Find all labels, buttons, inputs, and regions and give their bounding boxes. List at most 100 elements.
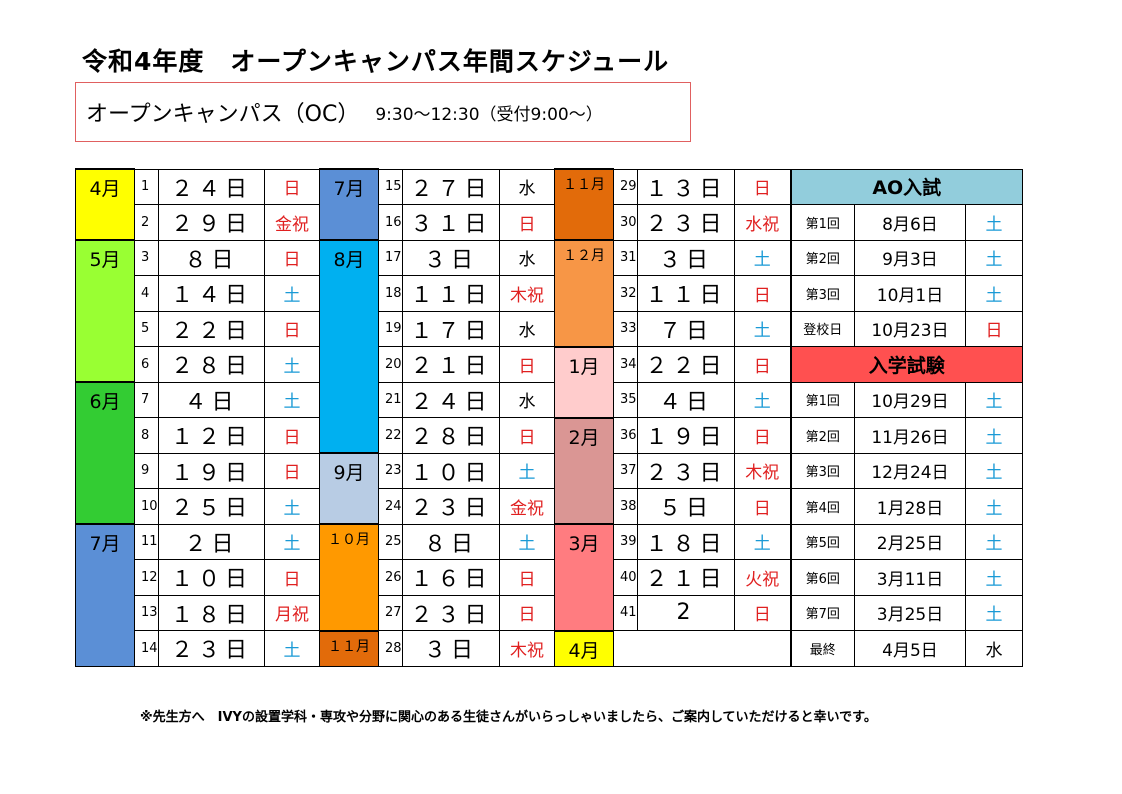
session-number: 27 (378, 594, 403, 631)
session-number: 6 (134, 346, 159, 383)
ao-date: 10月23日 (854, 310, 966, 347)
session-day: 水 (499, 239, 555, 276)
session-date: １９日 (637, 417, 735, 454)
exam-date: 3月25日 (854, 594, 966, 631)
session-day: 日 (264, 417, 320, 454)
session-number: 8 (134, 417, 159, 454)
session-day: 日 (734, 275, 792, 312)
session-date: ２８日 (402, 417, 500, 454)
session-day: 木祝 (734, 452, 792, 489)
session-number: 2 (134, 204, 159, 241)
session-day: 日 (734, 488, 792, 525)
page-title: 令和4年度 オープンキャンパス年間スケジュール (82, 47, 670, 76)
month-cell: １２月 (554, 239, 614, 347)
session-number: 40 (613, 559, 638, 596)
session-number: 15 (378, 168, 403, 205)
session-date: １４日 (158, 275, 265, 312)
ao-day: 日 (965, 310, 1023, 347)
session-day: 土 (734, 381, 792, 418)
month-cell: 8月 (319, 239, 379, 454)
session-day: 日 (734, 594, 792, 631)
session-day: 土 (734, 523, 792, 560)
exam-day: 土 (965, 417, 1023, 454)
oc-label: オープンキャンパス（OC） (86, 102, 360, 127)
session-date: ２１日 (637, 559, 735, 596)
session-day: 土 (264, 523, 320, 560)
exam-day: 土 (965, 523, 1023, 560)
exam-round-label: 最終 (790, 630, 855, 667)
schedule-row: 2 ２９日 金祝 16 ３１日日 30 ２３日 水祝 第1回 8月6日土 (76, 204, 1023, 241)
session-day: 日 (264, 452, 320, 489)
session-number: 31 (613, 239, 638, 276)
schedule-body: 4月 1 ２４日日 7月 15 ２７日水 １１月 29 １３日日 AO入試 2 ２９日 金祝 16 ３１日日… (75, 168, 1023, 667)
session-date: ２７日 (402, 168, 500, 205)
exam-round-label: 第5回 (790, 523, 855, 560)
session-day: 日 (499, 346, 555, 383)
empty-cell (613, 630, 792, 667)
exam-round-label: 第4回 (790, 488, 855, 525)
session-day: 水 (499, 381, 555, 418)
schedule-row: 7月 11 ２日土 １０月 25 ８日土 3月 39 １８日土第5回 2月25日土 (75, 523, 1023, 667)
schedule-row: 14 ２３日土 １１月 28 ３日 木祝 4月 最終 4月5日水 (76, 629, 1023, 667)
session-date: ２日 (158, 523, 265, 560)
month-cell: 5月 (75, 239, 135, 383)
ao-round-label: 第1回 (790, 204, 855, 241)
session-day: 日 (264, 559, 320, 596)
schedule-row: 5月 3 ８日日 8月 17 ３日水 １２月 31 ３日土第2回 9月3日土 (75, 239, 1023, 454)
exam-date: 1月28日 (854, 488, 966, 525)
session-number: 18 (378, 275, 403, 312)
session-date: １２日 (158, 417, 265, 454)
session-day: 土 (499, 523, 555, 560)
session-number: 13 (134, 594, 159, 631)
session-date: ２２日 (158, 310, 265, 347)
session-date: ２５日 (158, 488, 265, 525)
session-date: ７日 (637, 310, 735, 347)
schedule-row: 4 １４日土 18 １１日 木祝 32 １１日日第3回 10月1日土 (76, 275, 1023, 312)
session-day: 土 (734, 239, 792, 276)
session-number: 20 (378, 346, 403, 383)
exam-day: 土 (965, 381, 1023, 418)
month-cell: １１月 (554, 168, 614, 241)
session-number: 36 (613, 417, 638, 454)
session-day: 土 (499, 452, 555, 489)
schedule-row: 12 １０日日 26 １６日日 40 ２１日 火祝 第6回 3月11日土 (76, 559, 1023, 596)
session-number: 24 (378, 488, 403, 525)
month-cell: １０月 (319, 523, 379, 631)
schedule-row: 10 ２５日土 24 ２３日 金祝 38 ５日日第4回 1月28日土 (76, 488, 1023, 525)
month-cell: 7月 (319, 168, 379, 241)
exam-round-label: 第1回 (790, 381, 855, 418)
ao-round-label: 第3回 (790, 275, 855, 312)
session-number: 14 (134, 630, 159, 667)
session-day: 火祝 (734, 559, 792, 596)
session-number: 19 (378, 310, 403, 347)
session-number: 26 (378, 559, 403, 596)
session-number: 37 (613, 452, 638, 489)
session-day: 日 (734, 168, 792, 205)
session-day: 金祝 (499, 488, 555, 525)
schedule-row: 6 ２８日土 20 ２１日日 1月 34 ２２日日入学試験 (76, 345, 1023, 418)
session-date: ２４日 (158, 168, 265, 205)
month-cell: 3月 (554, 523, 614, 631)
exam-round-label: 第7回 (790, 594, 855, 631)
ao-date: 8月6日 (854, 204, 966, 241)
session-number: 21 (378, 381, 403, 418)
session-number: 12 (134, 559, 159, 596)
session-number: 39 (613, 523, 638, 560)
session-day: 土 (264, 275, 320, 312)
session-day: 土 (264, 488, 320, 525)
session-day: 金祝 (264, 204, 320, 241)
session-date: １１日 (637, 275, 735, 312)
session-number: 5 (134, 310, 159, 347)
session-date: ２８日 (158, 346, 265, 383)
session-day: 水祝 (734, 204, 792, 241)
session-date: １３日 (637, 168, 735, 205)
session-date: ２３日 (637, 204, 735, 241)
session-date: １７日 (402, 310, 500, 347)
month-cell: 7月 (75, 523, 135, 667)
exam-day: 土 (965, 452, 1023, 489)
session-date: ３日 (637, 239, 735, 276)
month-cell: 6月 (75, 381, 135, 525)
session-day: 土 (264, 381, 320, 418)
ao-date: 9月3日 (854, 239, 966, 276)
session-number: 9 (134, 452, 159, 489)
